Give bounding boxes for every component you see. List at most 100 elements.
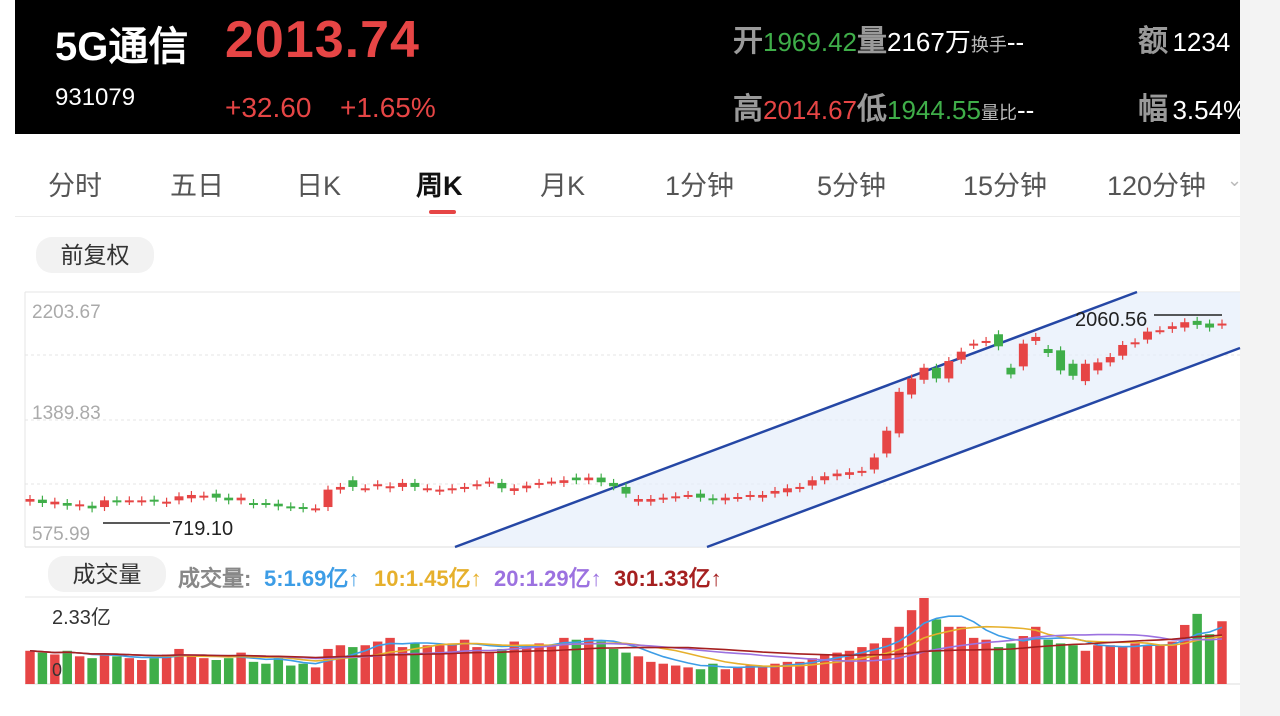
candle — [547, 481, 556, 484]
candle — [100, 500, 109, 508]
volume-bar — [608, 648, 619, 684]
candle — [50, 501, 60, 505]
candle — [981, 340, 991, 343]
volume-bar — [99, 654, 110, 684]
volume-bar — [509, 641, 519, 684]
candle — [224, 497, 234, 501]
volume-bar — [472, 647, 482, 684]
y-tick-mid: 1389.83 — [32, 403, 101, 424]
volume-bar — [435, 645, 445, 684]
tab-monthly-k[interactable]: 月K — [540, 171, 586, 201]
candle — [994, 334, 1003, 347]
open-stat: 开1969.42量2167万换手-- — [733, 16, 1024, 60]
candle — [807, 480, 817, 486]
stock-code: 931079 — [55, 84, 136, 111]
volume-bar — [534, 643, 544, 684]
volume-ma30: 30:1.33亿↑ — [614, 566, 722, 591]
candle — [1080, 363, 1090, 382]
candle — [559, 480, 569, 483]
adjust-button[interactable]: 前复权 — [36, 237, 154, 273]
candle — [857, 470, 867, 473]
volume-bar — [335, 645, 346, 684]
volume-label: 量 — [856, 25, 887, 58]
volume-value: 2167万 — [886, 27, 971, 57]
tab-1min[interactable]: 1分钟 — [665, 171, 735, 201]
candle — [1056, 350, 1066, 371]
volume-indicator-button[interactable]: 成交量 — [48, 556, 166, 592]
candle — [944, 361, 954, 379]
volume-bar — [484, 652, 495, 684]
candle — [385, 486, 395, 489]
tab-weekly-k[interactable]: 周K — [416, 171, 463, 201]
volume-bar — [819, 654, 830, 684]
volume-bar — [633, 656, 644, 684]
y-tick-bottom: 575.99 — [32, 524, 90, 545]
tab-15min[interactable]: 15分钟 — [963, 171, 1048, 201]
candle — [770, 490, 780, 494]
volume-bar — [1031, 626, 1041, 684]
volume-bar — [720, 669, 731, 684]
candle — [398, 482, 407, 487]
side-panel-edge — [1240, 0, 1280, 716]
candle — [596, 477, 606, 483]
volume-bar — [323, 648, 333, 684]
volume-bar — [546, 645, 557, 684]
candle — [969, 343, 979, 346]
amplitude-value: 3.54% — [1172, 95, 1240, 125]
candle — [1118, 344, 1128, 356]
candle — [584, 477, 594, 481]
volume-bar — [832, 652, 842, 684]
candle — [671, 496, 681, 499]
amount-value: 1234 — [1172, 27, 1231, 57]
candle — [360, 488, 370, 491]
volume-bar — [74, 656, 85, 684]
volume-bar — [844, 650, 855, 684]
candle — [1205, 323, 1215, 328]
candle — [820, 476, 830, 481]
tab-120min[interactable]: 120分钟 — [1107, 171, 1207, 201]
candle — [37, 499, 47, 504]
tab-5min[interactable]: 5分钟 — [817, 171, 887, 201]
volume-bar — [1080, 650, 1091, 684]
candle — [410, 482, 420, 487]
volume-bar — [956, 626, 966, 684]
tab-five-day[interactable]: 五日 — [170, 171, 224, 201]
candle — [422, 488, 432, 491]
volume-bar — [646, 661, 656, 684]
volume-bar — [1006, 643, 1016, 684]
candle — [149, 499, 159, 502]
tab-intraday[interactable]: 分时 — [48, 171, 102, 201]
volume-bar — [869, 643, 880, 684]
trend-channel-fill — [455, 292, 1240, 547]
volume-bar — [521, 645, 532, 684]
volume-bar — [248, 661, 259, 684]
volume-bar — [770, 663, 780, 684]
candle — [1006, 367, 1016, 375]
candle — [509, 488, 519, 491]
volume-bar — [621, 652, 631, 684]
candle — [348, 480, 358, 487]
low-annotation: 719.10 — [172, 518, 233, 540]
volume-bar — [174, 648, 184, 684]
candle — [199, 495, 209, 498]
candle — [1105, 357, 1115, 363]
candle — [472, 484, 482, 487]
high-value: 2014.67 — [763, 95, 857, 125]
open-label: 开 — [733, 25, 763, 58]
amount-label: 额 — [1138, 25, 1168, 58]
volume-zero-label: 0 — [52, 660, 62, 680]
volume-bar — [62, 650, 72, 684]
candle — [882, 430, 892, 454]
volume-ma30-line — [29, 634, 1223, 659]
volume-bar — [1217, 621, 1227, 684]
volume-bar — [385, 637, 395, 684]
volume-bar — [683, 667, 693, 684]
candle — [683, 494, 693, 497]
volume-bar — [37, 652, 48, 684]
volume-max-label: 2.33亿 — [52, 606, 111, 629]
volume-bar — [161, 654, 172, 684]
chevron-down-icon[interactable]: ⌄ — [1227, 170, 1243, 190]
candle — [1155, 330, 1165, 333]
tab-daily-k[interactable]: 日K — [296, 171, 342, 201]
